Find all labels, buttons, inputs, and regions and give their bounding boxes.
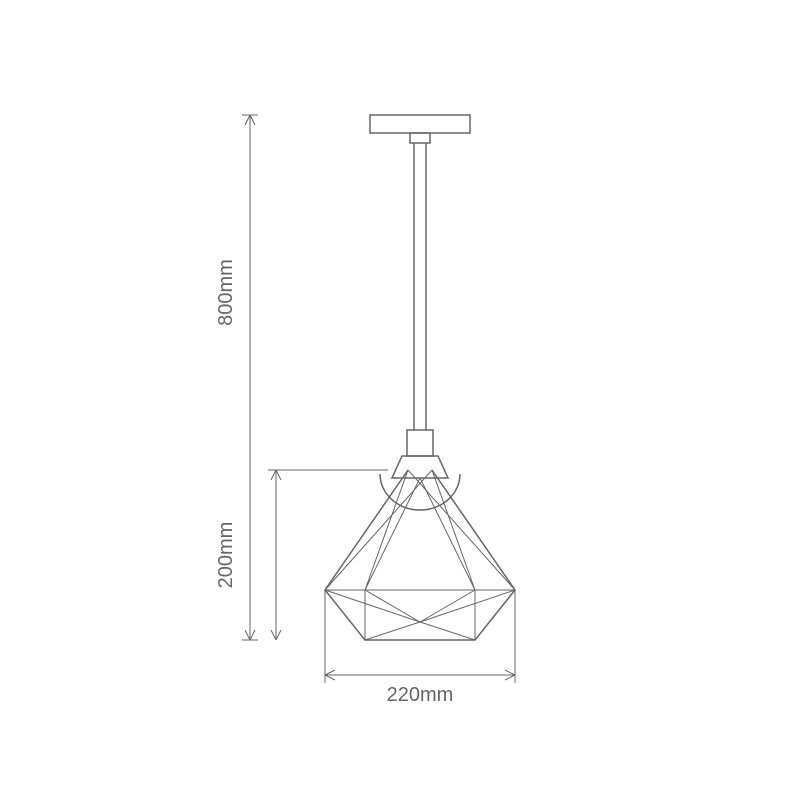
dim-shade-width: 220mm (387, 684, 454, 706)
pendant-lamp-diagram: 800mm 200mm 220mm (0, 0, 800, 800)
lamp-socket (407, 430, 433, 456)
dim-total-height: 800mm (215, 259, 237, 326)
ceiling-plate (370, 115, 470, 133)
lamp-shade (325, 470, 515, 640)
dim-shade-height: 200mm (215, 522, 237, 589)
